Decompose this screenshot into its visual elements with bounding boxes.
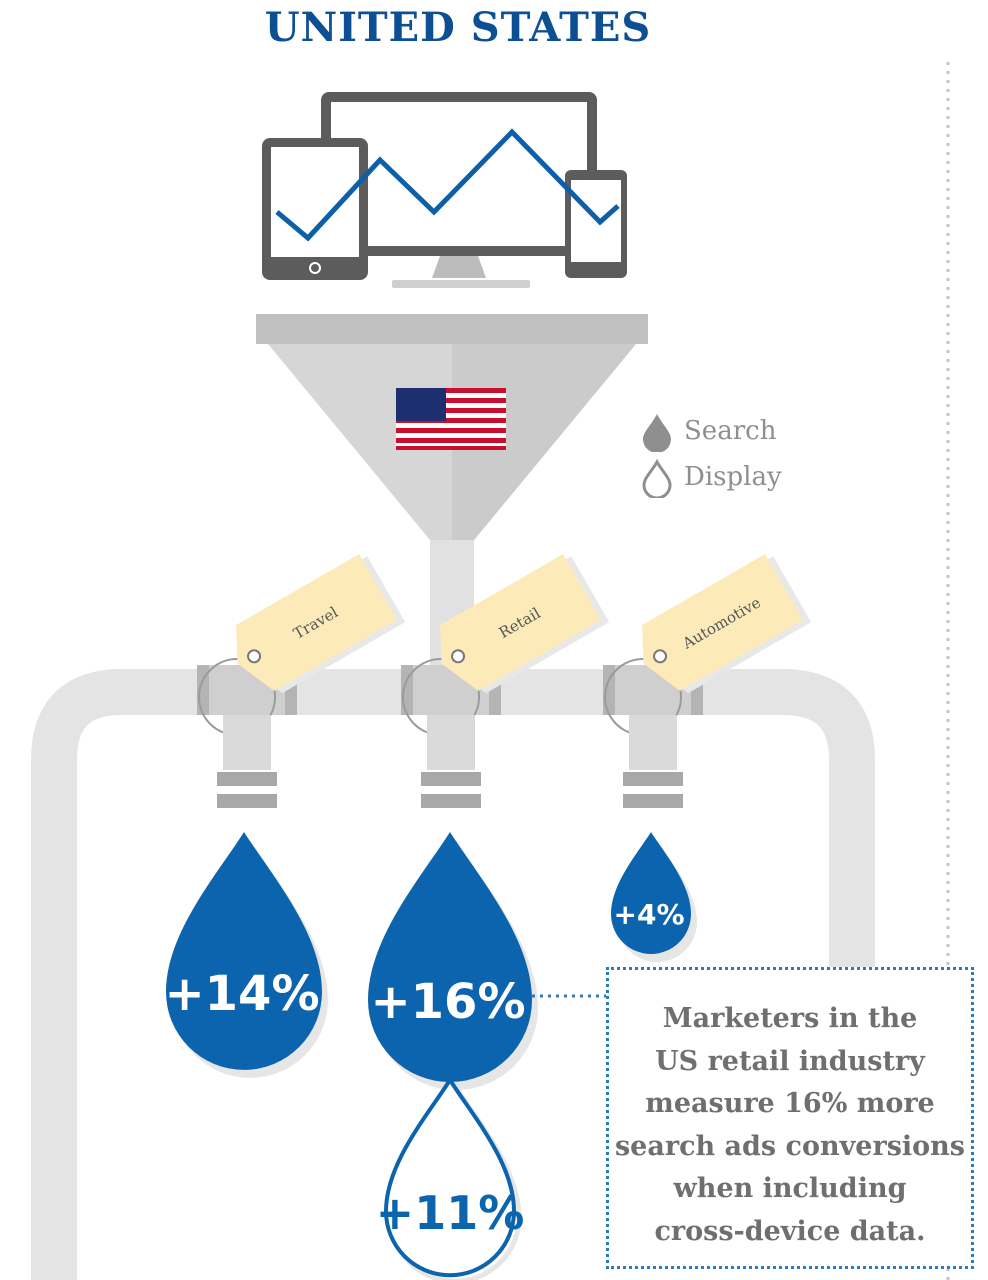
search-drop-retail: +16% — [368, 832, 538, 1091]
tap-travel: Travel +14% — [164, 554, 406, 1078]
tag-hole — [247, 649, 262, 664]
tag-hole — [653, 649, 668, 664]
search-value: +14% — [164, 966, 319, 1022]
devices-icon — [262, 92, 627, 288]
legend-label-search: Search — [684, 416, 777, 446]
callout-line: search ads conversions — [614, 1130, 965, 1162]
callout-line: US retail industry — [655, 1045, 925, 1077]
tap-retail: Retail +16% +11% — [368, 554, 610, 1280]
tag-hole — [451, 649, 466, 664]
legend-item-display: Display — [640, 458, 840, 498]
tap-automotive: Automotive +4% — [603, 554, 812, 962]
display-drop-retail: +11% — [376, 1076, 525, 1280]
spout — [427, 715, 475, 770]
spout — [629, 715, 677, 770]
nozzle-ring — [623, 772, 683, 786]
retail-callout: Marketers in the US retail industry meas… — [606, 967, 974, 1269]
tag-travel: Travel — [236, 554, 406, 694]
display-value: +11% — [376, 1186, 525, 1240]
legend-item-search: Search — [640, 412, 840, 452]
tag-automotive: Automotive — [642, 554, 812, 694]
nozzle-ring — [421, 772, 481, 786]
outline-drop-icon — [642, 458, 672, 498]
callout-text: Marketers in the US retail industry meas… — [609, 998, 971, 1253]
nozzle-ring — [623, 794, 683, 808]
filled-drop-icon — [643, 414, 671, 452]
us-flag-icon — [396, 388, 506, 450]
callout-line: measure 16% more — [645, 1088, 935, 1119]
callout-line: cross-device data. — [654, 1215, 926, 1247]
search-value: +4% — [614, 898, 685, 931]
search-drop-automotive: +4% — [611, 832, 697, 962]
page-title: UNITED STATES — [264, 4, 652, 51]
tag-retail: Retail — [440, 554, 610, 694]
search-drop-travel: +14% — [164, 832, 328, 1078]
spout — [223, 715, 271, 770]
nozzle-ring — [217, 772, 277, 786]
callout-line: Marketers in the — [662, 1003, 918, 1034]
callout-line: when including — [673, 1173, 907, 1204]
nozzle-ring — [421, 794, 481, 808]
search-value: +16% — [370, 974, 525, 1030]
legend-label-display: Display — [684, 462, 782, 492]
nozzle-ring — [217, 794, 277, 808]
